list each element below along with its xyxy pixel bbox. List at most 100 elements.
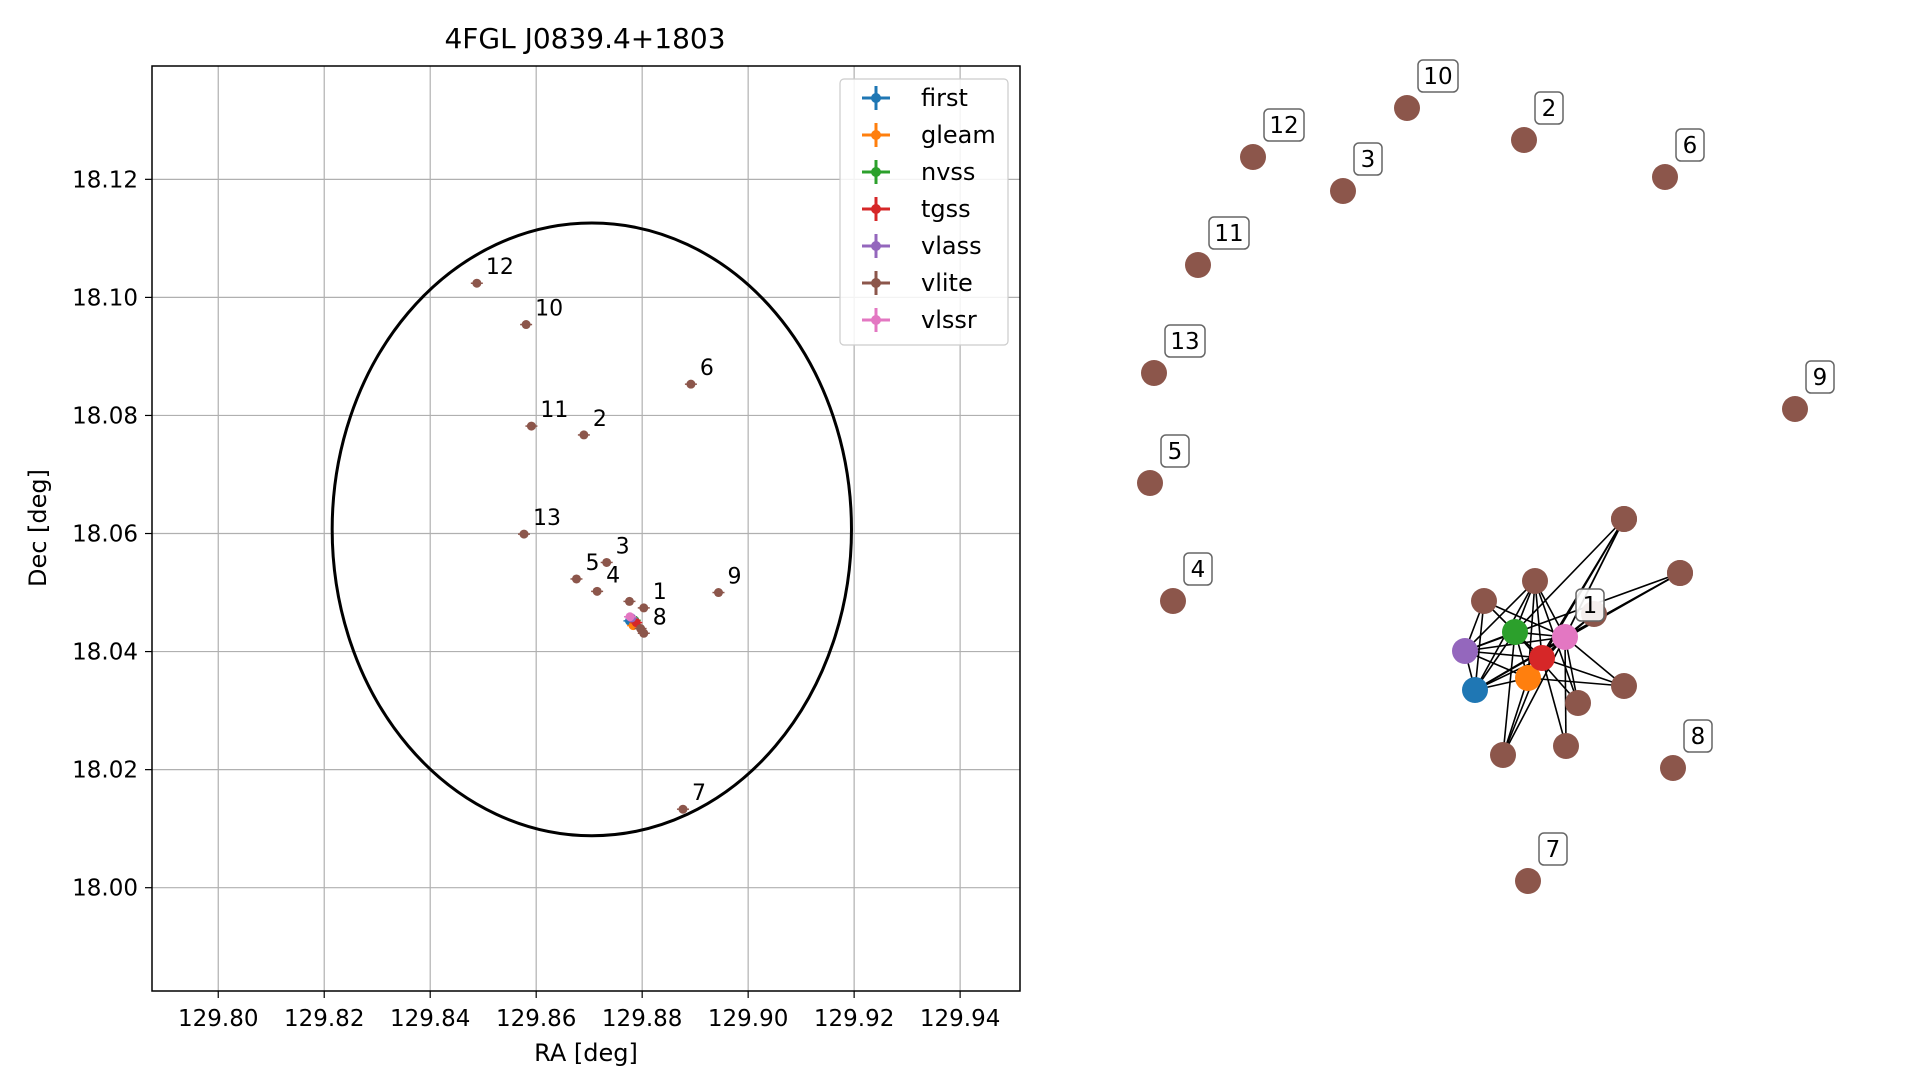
network-node-c10: [1565, 690, 1591, 716]
x-tick-label: 129.92: [814, 1006, 894, 1032]
network-label-box-5: [1160, 434, 1190, 468]
network-edge: [1502, 677, 1529, 756]
x-axis-ticks: 129.80 129.82 129.84 129.86 129.88 129.90 129.…: [178, 991, 1000, 1032]
network-edge: [1464, 580, 1536, 652]
network-edge: [1474, 572, 1681, 691]
legend-tgss-marker: [871, 204, 881, 214]
legend-gleam-label: gleam: [921, 121, 996, 149]
y-tick-label: 18.08: [72, 403, 138, 429]
point-label-5: 5: [585, 551, 599, 576]
network-node-c7: [1490, 742, 1516, 768]
network-node-i10: [1394, 95, 1420, 121]
network-label-2: 2: [1542, 96, 1557, 122]
vlssr-point: [625, 612, 635, 622]
network-node-i6: [1652, 164, 1678, 190]
network-label-box-10: [1417, 59, 1459, 93]
network-label-13: 13: [1170, 329, 1199, 355]
point-label-10: 10: [535, 297, 563, 322]
network-node-c8: [1611, 506, 1637, 532]
network-node-i12: [1240, 144, 1266, 170]
y-tick-label: 18.00: [72, 876, 138, 902]
point-label-8: 8: [653, 605, 667, 630]
vlite-point: [579, 430, 589, 440]
network-label-9: 9: [1813, 365, 1828, 391]
network-edge: [1541, 657, 1625, 687]
points-layer: [470, 278, 725, 814]
plot-frame: [151, 65, 1021, 992]
network-label-6: 6: [1683, 133, 1698, 159]
network-label-box-3: [1353, 142, 1383, 176]
x-tick-label: 129.88: [602, 1006, 682, 1032]
network-label-7: 7: [1546, 837, 1561, 863]
network-node-i4: [1160, 588, 1186, 614]
network-node-nvss: [1502, 619, 1528, 645]
vlite-point: [713, 588, 723, 598]
point-label-12: 12: [486, 255, 514, 280]
legend-first-marker: [871, 93, 881, 103]
point-label-7: 7: [692, 781, 706, 806]
point-label-1: 1: [653, 580, 667, 605]
network-node-i11: [1185, 252, 1211, 278]
network-node-first: [1462, 677, 1488, 703]
x-tick-label: 129.80: [178, 1006, 258, 1032]
vlite-point: [571, 574, 581, 584]
legend: first gleam nvss tgss vlass vlite vlssr: [839, 78, 1009, 346]
x-tick-label: 129.82: [284, 1006, 364, 1032]
network-label-box-8: [1683, 719, 1713, 753]
network-edge: [1527, 677, 1625, 687]
vlite-point: [636, 624, 646, 634]
point-label-4: 4: [606, 563, 620, 588]
network-node-vlass: [1452, 638, 1478, 664]
network-edge: [1564, 518, 1625, 638]
network-edge: [1464, 572, 1681, 652]
network-node-i9: [1782, 396, 1808, 422]
chart-title: 4FGL J0839.4+1803: [444, 22, 725, 55]
network-label-3: 3: [1361, 147, 1376, 173]
y-tick-label: 18.04: [72, 640, 138, 666]
vlite-point: [686, 379, 696, 389]
x-tick-label: 129.84: [390, 1006, 470, 1032]
y-tick-label: 18.10: [72, 285, 138, 311]
y-tick-label: 18.06: [72, 522, 138, 548]
network-node-c11: [1553, 733, 1579, 759]
vlite-point: [519, 529, 529, 539]
legend-tgss-label: tgss: [921, 195, 971, 223]
network-edge: [1527, 580, 1536, 679]
legend-vlite-marker: [871, 278, 881, 288]
network-label-12: 12: [1269, 113, 1298, 139]
network-node-i2: [1511, 127, 1537, 153]
network-node-c6: [1611, 673, 1637, 699]
x-tick-label: 129.90: [708, 1006, 788, 1032]
network-label-box-4: [1183, 552, 1213, 586]
point-label-13: 13: [533, 506, 561, 531]
network-label-box-6: [1675, 128, 1705, 162]
network-label-8: 8: [1691, 724, 1706, 750]
point-label-3: 3: [616, 534, 630, 559]
legend-vlssr-label: vlssr: [921, 306, 977, 334]
legend-vlass-marker: [871, 241, 881, 251]
network-node-tgss: [1529, 645, 1555, 671]
vlite-point: [602, 557, 612, 567]
network-node-i5: [1137, 470, 1163, 496]
network-label-4: 4: [1191, 557, 1206, 583]
network-label-box-9: [1805, 360, 1835, 394]
legend-vlite-label: vlite: [921, 269, 973, 297]
network-label-box-13: [1164, 324, 1206, 358]
localization-ellipse: [330, 221, 853, 838]
network-label-box-1: [1575, 588, 1605, 622]
vlite-point: [639, 603, 649, 613]
point-label-2: 2: [593, 407, 607, 432]
network-node-i3: [1330, 178, 1356, 204]
network-node-c9: [1667, 560, 1693, 586]
legend-vlssr-marker: [871, 315, 881, 325]
network-nodes: [1137, 95, 1808, 894]
legend-box: [839, 78, 1009, 346]
vlite-point: [521, 320, 531, 330]
network-node-i8: [1660, 755, 1686, 781]
vlite-point: [592, 586, 602, 596]
